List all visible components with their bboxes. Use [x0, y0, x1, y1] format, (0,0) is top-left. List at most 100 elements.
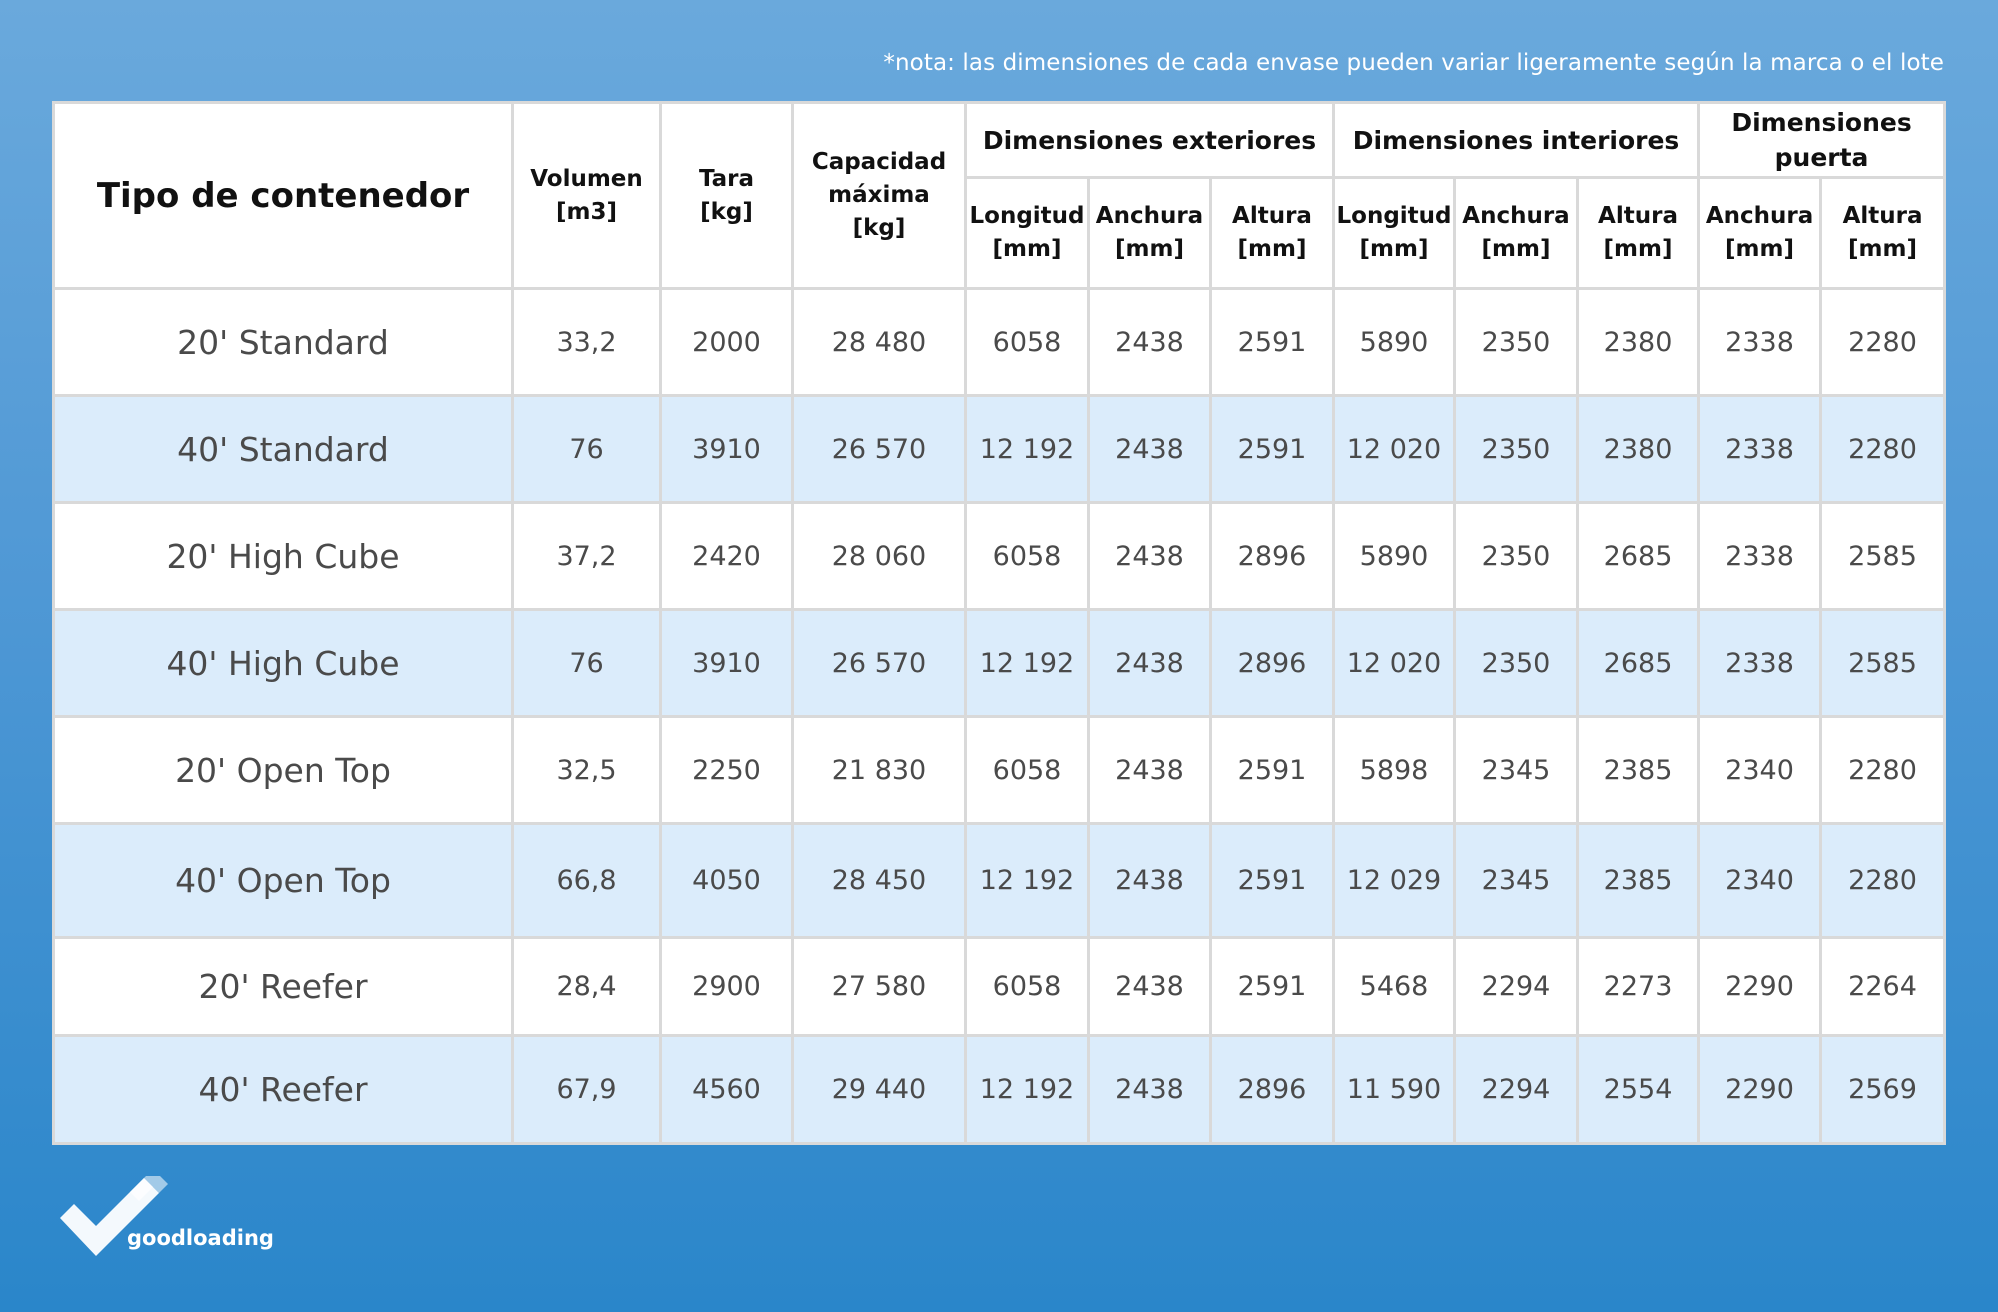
header-int-altura: Altura [mm]: [1575, 176, 1701, 290]
cell-int-longitud: 12 029: [1332, 822, 1456, 939]
header-group-puerta: Dimensiones puerta: [1697, 101, 1947, 179]
cell-door-altura: 2280: [1819, 715, 1947, 825]
cell-int-longitud: 5468: [1332, 936, 1456, 1037]
cell-ext-altura: 2591: [1209, 822, 1335, 939]
cell-int-altura: 2385: [1575, 822, 1701, 939]
cell-volumen: 76: [511, 608, 662, 718]
cell-ext-anchura: 2438: [1087, 501, 1212, 611]
cell-door-anchura: 2338: [1697, 287, 1823, 397]
cell-door-anchura: 2338: [1697, 394, 1823, 504]
cell-door-altura: 2585: [1819, 608, 1947, 718]
table-row: 40' High Cube 76 3910 26 570 12 192 2438…: [52, 608, 1947, 718]
header-volumen: Volumen [m3]: [511, 101, 662, 290]
sub-label: Anchura: [1462, 203, 1570, 229]
cell-volumen: 28,4: [511, 936, 662, 1037]
cell-ext-anchura: 2438: [1087, 936, 1212, 1037]
cell-capacidad: 21 830: [791, 715, 967, 825]
header-door-anchura: Anchura [mm]: [1697, 176, 1823, 290]
cell-ext-longitud: 6058: [964, 501, 1090, 611]
cell-ext-anchura: 2438: [1087, 287, 1212, 397]
cell-tipo: 40' High Cube: [52, 608, 514, 718]
header-int-longitud: Longitud [mm]: [1332, 176, 1456, 290]
cell-door-anchura: 2338: [1697, 501, 1823, 611]
cell-ext-anchura: 2438: [1087, 715, 1212, 825]
cell-int-anchura: 2345: [1453, 822, 1579, 939]
cell-int-anchura: 2350: [1453, 501, 1579, 611]
cell-volumen: 66,8: [511, 822, 662, 939]
cell-door-anchura: 2290: [1697, 1034, 1823, 1145]
header-group-exteriores: Dimensiones exteriores: [964, 101, 1335, 179]
cell-door-altura: 2585: [1819, 501, 1947, 611]
header-ext-anchura: Anchura [mm]: [1087, 176, 1212, 290]
cell-tipo: 20' High Cube: [52, 501, 514, 611]
sub-label: Anchura: [1095, 203, 1204, 229]
cell-int-anchura: 2350: [1453, 394, 1579, 504]
cell-door-anchura: 2340: [1697, 715, 1823, 825]
cell-volumen: 37,2: [511, 501, 662, 611]
cell-volumen: 33,2: [511, 287, 662, 397]
cell-capacidad: 26 570: [791, 608, 967, 718]
cell-int-longitud: 11 590: [1332, 1034, 1456, 1145]
header-door-altura: Altura [mm]: [1819, 176, 1947, 290]
sub-label: Longitud: [969, 203, 1085, 229]
cell-door-altura: 2280: [1819, 394, 1947, 504]
cell-ext-altura: 2896: [1209, 1034, 1335, 1145]
cell-int-altura: 2380: [1575, 287, 1701, 397]
table-row: 40' Open Top 66,8 4050 28 450 12 192 243…: [52, 822, 1947, 939]
cell-ext-anchura: 2438: [1087, 394, 1212, 504]
cell-ext-altura: 2591: [1209, 287, 1335, 397]
cell-ext-altura: 2896: [1209, 501, 1335, 611]
header-group-puerta-line1: Dimensiones: [1731, 108, 1912, 137]
cell-int-anchura: 2294: [1453, 1034, 1579, 1145]
table-row: 20' Standard 33,2 2000 28 480 6058 2438 …: [52, 287, 1947, 397]
sub-unit: [mm]: [1603, 236, 1673, 262]
cell-ext-anchura: 2438: [1087, 822, 1212, 939]
header-row-groups: Tipo de contenedor Volumen [m3] Tara [kg…: [52, 101, 1947, 290]
cell-ext-altura: 2591: [1209, 936, 1335, 1037]
sub-label: Altura: [1842, 203, 1923, 229]
sub-unit: [mm]: [1237, 236, 1307, 262]
header-capacidad-maxima: Capacidad máxima [kg]: [791, 101, 967, 290]
cell-tipo: 40' Standard: [52, 394, 514, 504]
cell-ext-longitud: 12 192: [964, 394, 1090, 504]
header-capacidad-unit: [kg]: [852, 215, 906, 241]
cell-door-altura: 2280: [1819, 287, 1947, 397]
cell-ext-longitud: 12 192: [964, 1034, 1090, 1145]
cell-door-altura: 2264: [1819, 936, 1947, 1037]
table-row: 40' Reefer 67,9 4560 29 440 12 192 2438 …: [52, 1034, 1947, 1145]
header-capacidad-label: Capacidad: [811, 149, 947, 175]
cell-int-altura: 2554: [1575, 1034, 1701, 1145]
cell-tara: 4560: [659, 1034, 794, 1145]
cell-tara: 2900: [659, 936, 794, 1037]
cell-int-anchura: 2345: [1453, 715, 1579, 825]
cell-int-longitud: 5890: [1332, 501, 1456, 611]
cell-door-anchura: 2290: [1697, 936, 1823, 1037]
cell-int-altura: 2273: [1575, 936, 1701, 1037]
header-volumen-unit: [m3]: [556, 198, 617, 225]
cell-ext-longitud: 6058: [964, 715, 1090, 825]
cell-tipo: 20' Open Top: [52, 715, 514, 825]
header-ext-altura: Altura [mm]: [1209, 176, 1335, 290]
cell-capacidad: 28 060: [791, 501, 967, 611]
cell-ext-longitud: 12 192: [964, 608, 1090, 718]
header-group-interiores: Dimensiones interiores: [1331, 101, 1701, 179]
cell-capacidad: 27 580: [791, 936, 967, 1037]
header-ext-longitud: Longitud [mm]: [964, 176, 1090, 290]
cell-volumen: 32,5: [511, 715, 662, 825]
header-group-puerta-line2: puerta: [1774, 143, 1869, 172]
sub-label: Altura: [1598, 203, 1678, 229]
cell-int-anchura: 2350: [1453, 608, 1579, 718]
cell-tara: 4050: [659, 822, 794, 939]
cell-int-anchura: 2294: [1453, 936, 1579, 1037]
table-row: 40' Standard 76 3910 26 570 12 192 2438 …: [52, 394, 1947, 504]
table-row: 20' Open Top 32,5 2250 21 830 6058 2438 …: [52, 715, 1947, 825]
cell-door-anchura: 2338: [1697, 608, 1823, 718]
cell-int-altura: 2385: [1575, 715, 1701, 825]
cell-volumen: 67,9: [511, 1034, 662, 1145]
sub-unit: [mm]: [1115, 236, 1184, 262]
cell-tara: 3910: [659, 394, 794, 504]
sub-label: Altura: [1232, 203, 1312, 229]
cell-door-anchura: 2340: [1697, 822, 1823, 939]
cell-int-anchura: 2350: [1453, 287, 1579, 397]
header-volumen-label: Volumen: [530, 165, 643, 192]
